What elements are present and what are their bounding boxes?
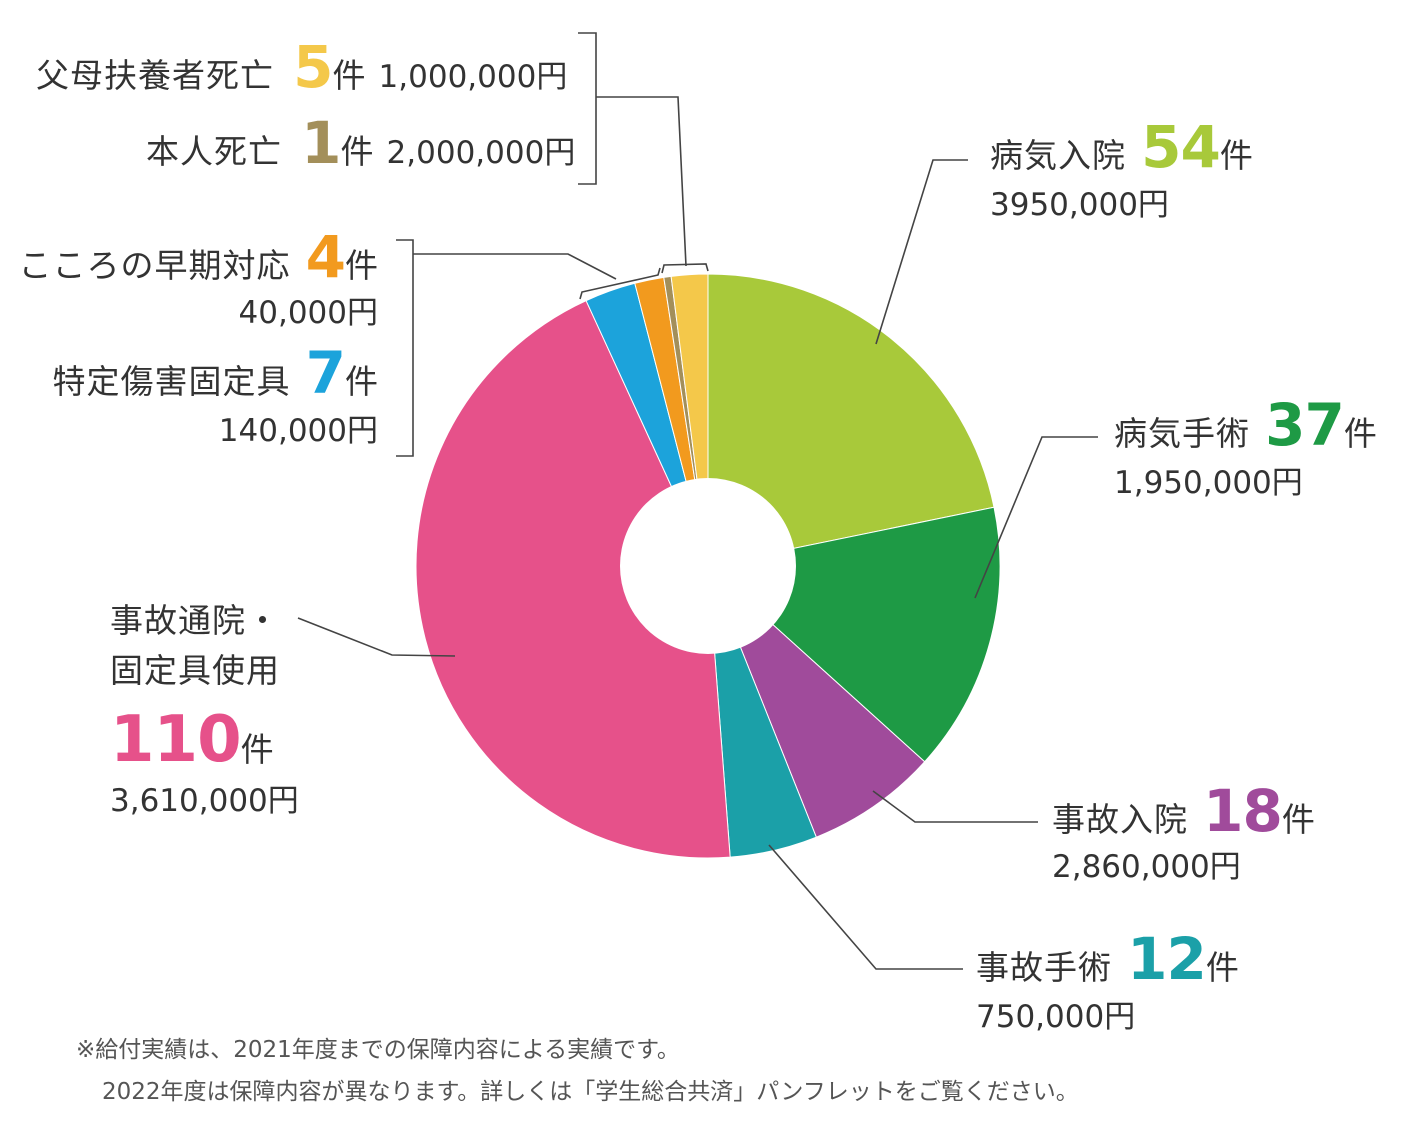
label-kokoro: こころの早期対応 4件	[19, 228, 378, 286]
label-count-unit: 件	[1219, 136, 1253, 175]
label-tokutei-amount: 140,000円	[218, 413, 378, 449]
label-kokoro-amount: 40,000円	[238, 295, 378, 331]
label-name: 病気入院	[990, 136, 1126, 175]
label-jiko-tsuin-count: 110件	[110, 708, 274, 772]
label-name: 病気手術	[1114, 414, 1250, 453]
label-name: 本人死亡	[146, 132, 282, 171]
label-amount: 1,000,000円	[378, 59, 568, 95]
label-count: 12	[1127, 925, 1207, 993]
label-count: 54	[1141, 113, 1221, 181]
label-count-unit: 件	[1281, 800, 1315, 839]
label-byoki-shujutsu: 病気手術 37件	[1114, 396, 1377, 454]
leader-byoki-shujutsu	[974, 436, 1098, 599]
label-tokutei: 特定傷害固定具 7件	[53, 344, 378, 402]
label-jiko-tsuin-line1: 事故通院・	[110, 601, 280, 640]
label-jiko-nyuin: 事故入院 18件	[1052, 782, 1315, 840]
bracket-small-top-1	[579, 267, 661, 300]
label-byoki-nyuin: 病気入院 54件	[990, 118, 1253, 176]
bracket-small-top-2	[661, 263, 709, 274]
label-count: 110	[110, 703, 242, 777]
label-count-unit: 件	[1343, 414, 1377, 453]
label-count: 37	[1265, 391, 1345, 459]
label-amount: 2,000,000円	[386, 135, 576, 171]
bracket-kokoro-tokutei	[396, 239, 414, 457]
bracket-death	[578, 32, 597, 185]
leader-kokoro-tokutei	[413, 253, 617, 280]
label-name: こころの早期対応	[18, 246, 291, 285]
label-name: 事故入院	[1052, 800, 1188, 839]
label-count: 18	[1203, 777, 1283, 845]
leader-byoki-nyuin	[875, 159, 968, 345]
leader-death	[596, 96, 687, 267]
label-name: 父母扶養者死亡	[36, 56, 274, 95]
slice-4	[415, 300, 731, 859]
label-jiko-tsuin-amount: 3,610,000円	[110, 783, 299, 819]
label-jiko-tsuin-line2: 固定具使用	[110, 651, 280, 690]
label-count: 5	[293, 33, 333, 101]
label-name: 特定傷害固定具	[52, 362, 291, 401]
leader-jiko-tsuin	[297, 617, 456, 657]
label-count-unit: 件	[1205, 948, 1239, 987]
label-count-unit: 件	[345, 362, 378, 401]
slice-0	[707, 273, 995, 567]
label-byoki-nyuin-amount: 3950,000円	[990, 187, 1169, 223]
donut-hole	[620, 478, 796, 654]
label-count-unit: 件	[332, 56, 366, 95]
leader-jiko-shujutsu	[768, 844, 963, 970]
label-count-unit: 件	[340, 132, 374, 171]
label-honnin-death: 本人死亡 1件 2,000,000円	[146, 114, 575, 172]
label-jiko-shujutsu-amount: 750,000円	[976, 999, 1136, 1035]
label-count: 1	[301, 109, 341, 177]
label-jiko-shujutsu: 事故手術 12件	[976, 930, 1239, 988]
label-count: 7	[305, 339, 346, 407]
label-name: 事故手術	[976, 948, 1112, 987]
label-byoki-shujutsu-amount: 1,950,000円	[1114, 465, 1303, 501]
label-count: 4	[305, 223, 346, 291]
label-fubo-death: 父母扶養者死亡 5件 1,000,000円	[36, 38, 567, 96]
leader-jiko-nyuin	[872, 790, 1038, 823]
label-count-unit: 件	[240, 730, 274, 769]
footnote-1: ※給付実績は、2021年度までの保障内容による実績です。	[76, 1037, 680, 1063]
label-count-unit: 件	[345, 246, 378, 285]
footnote-2: 2022年度は保障内容が異なります。詳しくは「学生総合共済」パンフレットをご覧く…	[102, 1079, 1079, 1105]
label-jiko-nyuin-amount: 2,860,000円	[1052, 849, 1241, 885]
leader-lines	[297, 32, 1098, 970]
